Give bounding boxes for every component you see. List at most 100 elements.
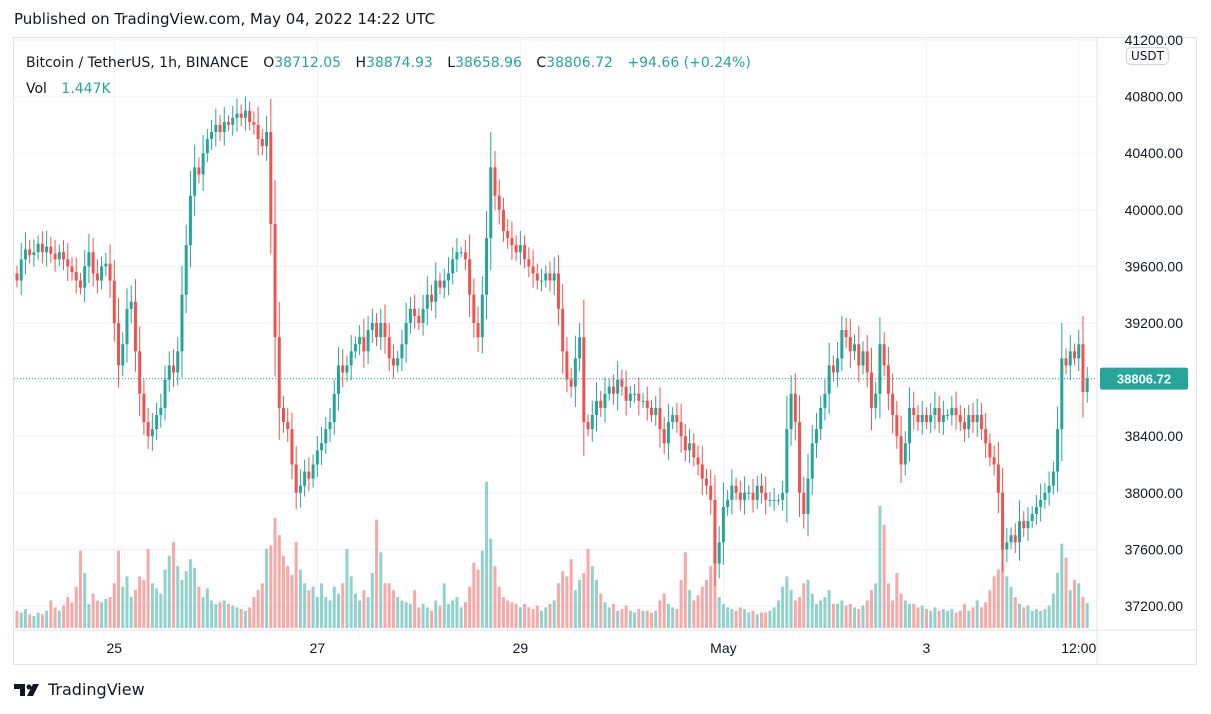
candle-body — [514, 245, 518, 253]
volume-bar — [933, 607, 937, 628]
volume-bar — [1073, 579, 1076, 628]
open-value: 38712.05 — [274, 55, 342, 71]
volume-bar — [611, 603, 615, 628]
candle-body — [184, 245, 188, 295]
candle-body — [540, 280, 544, 282]
volume-bar — [489, 538, 493, 628]
volume-bar — [798, 597, 802, 628]
candle-body — [32, 252, 36, 256]
candle-body — [789, 393, 793, 430]
volume-bar — [485, 481, 489, 628]
volume-bar — [908, 603, 912, 628]
volume-bar — [565, 576, 569, 628]
candle-body — [713, 499, 717, 564]
chart-frame[interactable] — [13, 37, 1197, 665]
volume-bar — [531, 609, 535, 628]
candle-body — [717, 542, 721, 564]
candle-body — [497, 195, 501, 210]
candle-body — [658, 407, 662, 430]
candle-body — [396, 358, 400, 366]
volume-bar — [730, 609, 734, 628]
candle-body — [696, 457, 700, 465]
y-tick-label: 38400.00 — [1125, 428, 1184, 444]
tradingview-logo[interactable]: TradingView — [14, 680, 145, 699]
volume-bar — [510, 602, 514, 628]
volume-bar — [108, 597, 112, 628]
candle-body — [172, 365, 176, 373]
candle-body — [683, 436, 687, 451]
candle-body — [133, 301, 137, 352]
candle-body — [806, 478, 810, 515]
volume-bar — [738, 607, 742, 628]
published-caption: Published on TradingView.com, May 04, 20… — [14, 10, 436, 28]
candle-body — [531, 266, 535, 274]
volume-bar — [776, 600, 780, 628]
candle-body — [1013, 535, 1017, 543]
last-price-label: 38806.72 — [1100, 367, 1188, 390]
candle-body — [650, 407, 653, 415]
candle-body — [451, 259, 455, 274]
candle-body — [506, 231, 510, 239]
volume-bar — [1026, 605, 1030, 628]
candle-body — [688, 443, 692, 451]
candle-body — [320, 443, 324, 451]
candle-body — [265, 131, 269, 147]
candle-body — [590, 414, 594, 430]
candle-body — [485, 238, 489, 295]
candle-body — [903, 443, 907, 465]
x-tick-label: 27 — [310, 640, 326, 656]
candle-body — [468, 259, 472, 295]
volume-bar — [19, 612, 23, 628]
open-label: O — [263, 55, 275, 71]
candle-body — [764, 492, 768, 500]
candle-body — [57, 252, 61, 260]
candle-body — [603, 393, 607, 408]
candle-body — [798, 422, 802, 493]
candle-body — [235, 113, 239, 118]
currency-unit-button[interactable]: USDT — [1126, 47, 1169, 65]
candle-body — [442, 280, 446, 288]
volume-bar — [1009, 586, 1013, 628]
volume-bar — [193, 567, 197, 628]
legend: Bitcoin / TetherUS, 1h, BINANCE O38712.0… — [26, 50, 751, 102]
candle-body — [954, 407, 958, 415]
volume-bar — [468, 586, 472, 628]
volume-bar — [281, 555, 285, 628]
volume-bar — [231, 605, 235, 628]
volume-bar — [954, 612, 958, 628]
candle-body — [413, 308, 417, 316]
candle-body — [104, 263, 108, 267]
volume-bar — [311, 586, 315, 628]
candle-body — [738, 492, 742, 500]
volume-bar — [222, 600, 226, 628]
candle-body — [518, 245, 522, 253]
candle-body — [916, 414, 920, 423]
candle-body — [87, 252, 91, 267]
volume-bar — [793, 600, 797, 628]
volume-bar — [256, 590, 260, 628]
candle-body — [1056, 429, 1060, 472]
candle-body — [874, 393, 878, 408]
volume-bar — [472, 562, 476, 628]
candle-body — [112, 280, 116, 323]
price-axis: 41200.00 40800.00 40400.00 40000.00 39600.00… — [1125, 32, 1184, 614]
candles — [15, 96, 1089, 586]
volume-bar — [514, 603, 518, 628]
volume-bar — [379, 552, 383, 628]
candle-body — [91, 252, 95, 274]
candle-body — [362, 337, 366, 352]
candle-body — [992, 457, 996, 465]
symbol-title[interactable]: Bitcoin / TetherUS, 1h, BINANCE — [26, 55, 249, 71]
volume-bar — [590, 566, 594, 628]
volume-bar — [963, 603, 967, 628]
volume-bar — [523, 603, 527, 628]
candle-body — [819, 407, 823, 430]
volume-bar — [243, 610, 247, 628]
volume-bar — [806, 579, 810, 628]
volume-bar — [743, 609, 747, 628]
volume-bar — [298, 569, 302, 628]
volume-bar — [984, 602, 988, 628]
volume-bar — [91, 593, 95, 628]
volume-bar — [506, 600, 510, 628]
